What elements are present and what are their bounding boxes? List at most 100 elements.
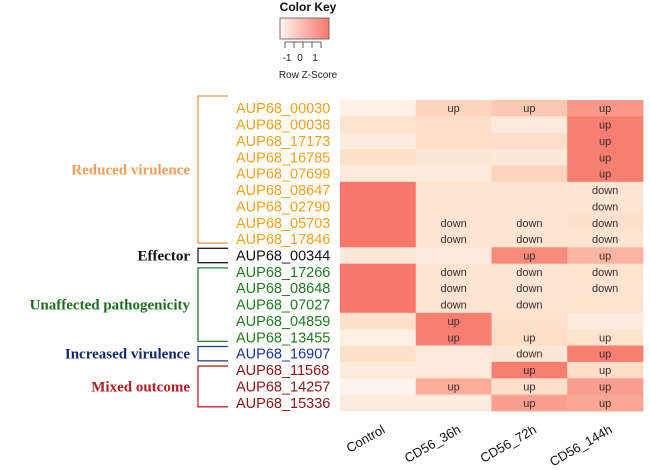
- group-label: Reduced virulence: [71, 163, 190, 179]
- heatmap-cell: [491, 149, 568, 166]
- heatmap-cell: [340, 329, 417, 346]
- heatmap-cell: [567, 280, 644, 297]
- row-label: AUP68_16785: [236, 150, 330, 166]
- row-label: AUP68_04859: [236, 314, 330, 330]
- heatmap-cell: [567, 149, 644, 166]
- cell-annotation: down: [440, 283, 466, 295]
- heatmap-cell: [491, 230, 568, 248]
- heatmap-cell: [567, 165, 644, 183]
- heatmap-cell: [491, 116, 568, 134]
- heatmap-cell: [415, 100, 492, 117]
- color-key-xlabel: Row Z-Score: [279, 70, 338, 81]
- heatmap-cell: [491, 394, 568, 412]
- heatmap-cell: [415, 329, 492, 346]
- heatmap-cell: [340, 116, 417, 134]
- heatmap-cell: [340, 378, 417, 396]
- heatmap-cell: [340, 312, 417, 330]
- heatmap-cell: [340, 198, 417, 215]
- heatmap-cell: [567, 329, 644, 346]
- color-key-title: Color Key: [280, 0, 337, 14]
- heatmap-cell: [491, 214, 568, 232]
- heatmap-cell: [340, 394, 417, 412]
- row-label: AUP68_17173: [236, 134, 330, 150]
- row-label: AUP68_05703: [236, 216, 330, 232]
- heatmap-cell: [340, 165, 417, 183]
- heatmap-cell: [340, 132, 417, 150]
- row-label: AUP68_00030: [236, 101, 330, 117]
- color-key: Color Key -1 0 1 Row Z-Score: [279, 0, 338, 81]
- heatmap-cell: [340, 263, 417, 281]
- heatmap-cell: [491, 296, 568, 314]
- heatmap-cell: [415, 378, 492, 396]
- heatmap-cell: [567, 181, 644, 199]
- cell-annotation: up: [523, 398, 535, 410]
- group-bracket: [197, 267, 228, 342]
- heatmap-cell: [491, 100, 568, 117]
- group-label: Effector: [138, 249, 191, 265]
- cell-annotation: up: [448, 316, 460, 328]
- cell-annotation: up: [599, 251, 611, 263]
- heatmap-cell: [340, 361, 417, 379]
- heatmap-cell: [567, 296, 644, 314]
- heatmap-cell: [567, 312, 644, 330]
- heatmap-cell: [491, 361, 568, 379]
- cell-annotation: up: [448, 381, 460, 393]
- cell-annotation: down: [440, 234, 466, 246]
- heatmap-cell: [491, 181, 568, 199]
- heatmap-cell: [415, 149, 492, 166]
- cell-annotation: up: [523, 103, 535, 115]
- row-label: AUP68_07699: [236, 167, 330, 183]
- group-bracket: [197, 345, 228, 362]
- heatmap-cell: [491, 378, 568, 396]
- cell-annotation: up: [599, 136, 611, 148]
- heatmap-cell: [567, 361, 644, 379]
- cell-annotation: up: [599, 381, 611, 393]
- heatmap-cell: [340, 181, 417, 199]
- row-label: AUP68_08647: [236, 183, 330, 199]
- heatmap-cell: [567, 100, 644, 117]
- cell-annotation: up: [599, 349, 611, 361]
- heatmap-cell: [415, 394, 492, 412]
- heatmap-cell: [415, 361, 492, 379]
- heatmap-cell: [491, 165, 568, 183]
- heatmap-cell: [340, 345, 417, 363]
- cell-annotation: up: [599, 120, 611, 132]
- heatmap-cell: [415, 312, 492, 330]
- row-label: AUP68_00344: [236, 249, 330, 265]
- heatmap-cell: [340, 214, 417, 232]
- heatmap-cell: [415, 165, 492, 183]
- cell-annotation: up: [599, 398, 611, 410]
- heatmap-cell: [567, 263, 644, 281]
- row-label: AUP68_17266: [236, 265, 330, 281]
- heatmap-cell: [415, 214, 492, 232]
- cell-annotation: up: [523, 332, 535, 344]
- cell-annotation: up: [523, 365, 535, 377]
- group-label: Unaffected pathogenicity: [30, 298, 191, 314]
- color-key-tick-label: 1: [312, 53, 318, 64]
- cell-annotation: up: [599, 169, 611, 181]
- cell-annotation: down: [516, 267, 542, 279]
- color-key-tick-label: -1: [283, 53, 292, 64]
- cell-annotation: up: [448, 332, 460, 344]
- heatmap-cell: [415, 345, 492, 363]
- cell-annotation: down: [440, 300, 466, 312]
- color-key-gradient: [279, 17, 330, 40]
- heatmap-cell: [491, 329, 568, 346]
- group-bracket: [197, 95, 228, 244]
- heatmap-cell: [491, 345, 568, 363]
- row-label: AUP68_11568: [236, 363, 329, 379]
- heatmap-cell: [415, 132, 492, 150]
- cell-annotation: down: [592, 283, 618, 295]
- column-label: CD56_72h: [478, 422, 539, 466]
- heatmap-cell: [340, 247, 417, 265]
- heatmap-cell: [491, 132, 568, 150]
- row-label: AUP68_07027: [236, 298, 330, 314]
- cell-annotation: down: [592, 234, 618, 246]
- cell-annotation: up: [599, 365, 611, 377]
- cell-annotation: down: [440, 218, 466, 230]
- heatmap-cell: [415, 263, 492, 281]
- group-label: Increased virulence: [65, 347, 190, 363]
- column-label: Control: [344, 422, 388, 456]
- heatmap-cell: [340, 296, 417, 314]
